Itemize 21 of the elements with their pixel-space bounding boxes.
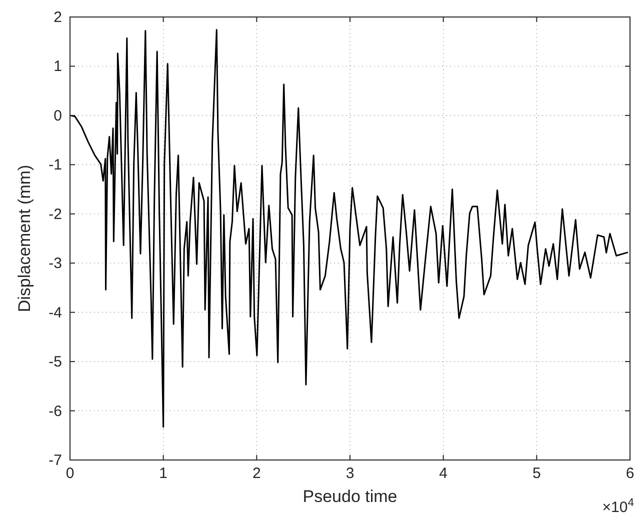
x-tick-label: 6	[626, 465, 634, 482]
y-tick-label: -3	[48, 255, 62, 272]
y-tick-label: 2	[54, 9, 62, 26]
x-tick-label: 4	[439, 465, 448, 482]
x-tick-label: 2	[252, 465, 261, 482]
x-tick-label: 1	[159, 465, 168, 482]
y-tick-label: -5	[48, 354, 62, 371]
y-tick-label: 1	[54, 58, 62, 76]
y-tick-label: -2	[48, 206, 62, 223]
y-tick-label: -6	[48, 402, 62, 420]
y-tick-label: -7	[48, 452, 62, 469]
y-tick-label: -1	[48, 156, 62, 174]
x-tick-label: 3	[346, 465, 354, 482]
y-tick-label: 0	[54, 107, 62, 124]
line-series	[69, 29, 629, 428]
x-axis-title: Pseudo time	[302, 487, 398, 506]
x-tick-label: 5	[532, 465, 541, 482]
y-axis-title: Displacement (mm)	[15, 164, 34, 312]
x-tick-label: 0	[66, 465, 74, 482]
text: ×10$^{4}$	[602, 497, 634, 516]
y-tick-label: -4	[48, 304, 62, 322]
